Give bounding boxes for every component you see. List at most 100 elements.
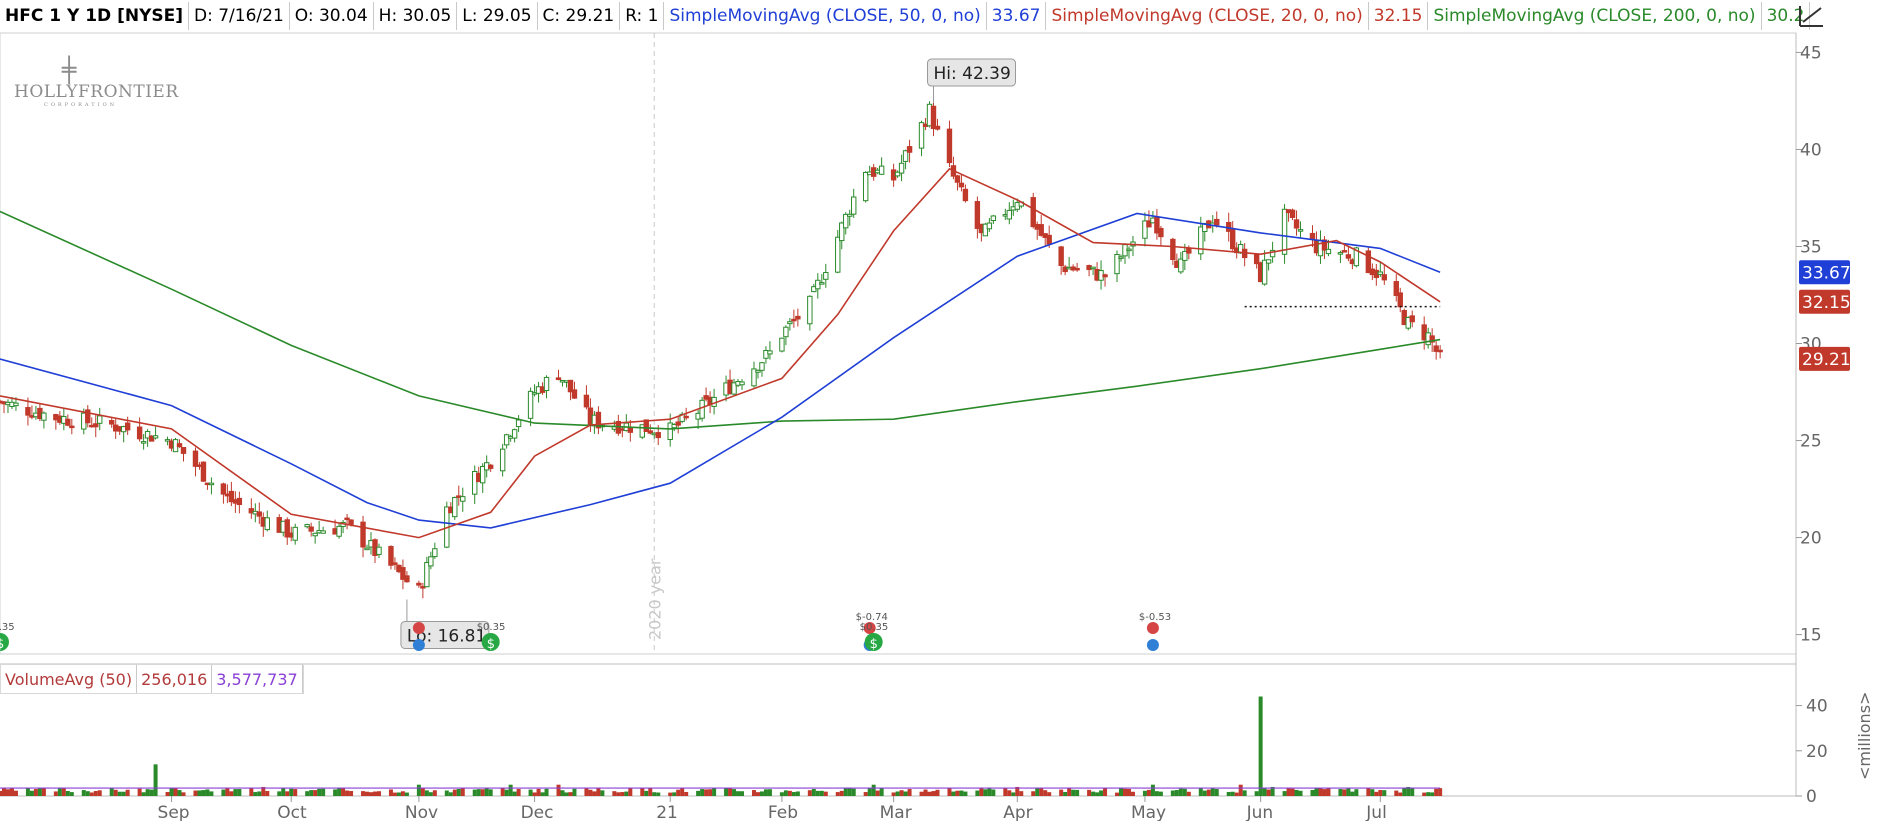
candle-body [1142, 220, 1148, 239]
candle-body [1146, 220, 1152, 228]
volume-bar [751, 790, 756, 796]
volume-bar [975, 790, 980, 796]
volume-bar [568, 792, 573, 796]
volume-bar [616, 792, 621, 796]
dividend-label: $0.35 [860, 622, 889, 633]
candle-body [400, 567, 406, 580]
sma50-study-label[interactable]: SimpleMovingAvg (CLOSE, 50, 0, no) [664, 2, 987, 30]
volume-header: VolumeAvg (50) 256,016 3,577,737 [0, 664, 304, 694]
sma200-study-label[interactable]: SimpleMovingAvg (CLOSE, 200, 0, no) [1428, 2, 1762, 30]
volume-value: 256,016 [137, 665, 213, 693]
volume-bar [345, 790, 350, 796]
candle-body [228, 490, 235, 503]
candle-body [1158, 227, 1164, 238]
volume-bar [935, 789, 940, 796]
volume-bar [53, 791, 58, 796]
volume-bar [480, 789, 485, 796]
volume-bar [959, 790, 964, 796]
volume-bar [169, 787, 174, 796]
volume-tick-label: 20 [1806, 742, 1828, 762]
volume-bar [456, 788, 461, 796]
candle-body [894, 171, 901, 177]
candle-body [759, 362, 765, 371]
candle-body [348, 519, 354, 525]
candle-body [136, 426, 143, 440]
candle-body [1293, 219, 1300, 229]
volume-bar [229, 791, 234, 796]
candle-body [85, 409, 91, 424]
volume-bar [676, 789, 681, 796]
volume-bar [121, 791, 126, 796]
volume-bar [763, 789, 768, 796]
volume-bar [1258, 696, 1263, 796]
volume-bar [1150, 784, 1155, 796]
volume-bar [257, 791, 262, 796]
volume-bar [81, 790, 86, 796]
volume-bar [1338, 789, 1343, 796]
candle-body [675, 421, 681, 426]
volume-bar [305, 791, 310, 796]
year-label: 2020 year [645, 558, 664, 640]
volume-bar [289, 788, 294, 796]
volume-bar [1410, 788, 1415, 796]
volume-bar [556, 784, 561, 796]
time-tick-label: Sep [158, 803, 190, 821]
volume-bar [1314, 787, 1319, 796]
candle-body [424, 562, 430, 588]
volume-bar [420, 788, 425, 796]
volume-bar [1015, 786, 1020, 796]
candle-body [144, 431, 151, 439]
volume-bar [1039, 787, 1044, 796]
volume-bar [25, 787, 30, 796]
volume-bar [392, 792, 397, 796]
candle-body [1325, 248, 1332, 255]
volume-bar [1374, 791, 1379, 796]
volume-bar [293, 789, 298, 796]
candle-body [376, 546, 382, 555]
volume-bar [588, 789, 593, 796]
candle-body [428, 556, 434, 567]
volume-tick-label: 40 [1806, 697, 1828, 717]
price-tick-label: 35 [1800, 237, 1822, 257]
candle-body [109, 420, 115, 425]
volume-bar [867, 787, 872, 796]
volume-bar [835, 792, 840, 796]
volume-bar [209, 791, 214, 796]
volume-bar [1430, 792, 1435, 796]
volume-bar [1282, 791, 1287, 796]
sma20-study-label[interactable]: SimpleMovingAvg (CLOSE, 20, 0, no) [1046, 2, 1369, 30]
volume-bar [532, 792, 537, 796]
candle-body [25, 407, 31, 416]
volume-bar [656, 792, 661, 796]
candle-body [432, 548, 438, 558]
volume-bar [851, 788, 856, 796]
time-tick-label: 21 [656, 803, 678, 821]
volume-bar [221, 789, 226, 796]
volume-bar [205, 789, 210, 796]
volume-bar [237, 789, 242, 796]
volume-bar [875, 790, 880, 796]
volume-bar [672, 792, 677, 796]
candle-body [312, 532, 318, 537]
candle-body [1397, 292, 1403, 308]
volume-bar [728, 788, 733, 796]
candle-body [930, 105, 937, 130]
drawing-tool-icon[interactable] [1797, 2, 1827, 32]
volume-bar [281, 788, 286, 796]
candle-body [511, 429, 518, 439]
candle-body [731, 382, 737, 395]
volume-bar [1354, 789, 1359, 796]
candle-body [1006, 209, 1013, 220]
candle-body [364, 547, 370, 551]
dividend-icon-glyph: $ [870, 637, 878, 652]
dividend-icon-glyph: $ [0, 637, 4, 652]
candle-body [1090, 266, 1096, 270]
volume-bar [1262, 788, 1267, 796]
volume-bar [1406, 786, 1411, 796]
candle-body [1118, 256, 1124, 259]
candle-body [344, 517, 350, 521]
volume-bar [472, 789, 477, 796]
candle-body [1046, 234, 1052, 245]
volume-study-label[interactable]: VolumeAvg (50) [1, 665, 138, 693]
volume-bar [1186, 791, 1191, 796]
